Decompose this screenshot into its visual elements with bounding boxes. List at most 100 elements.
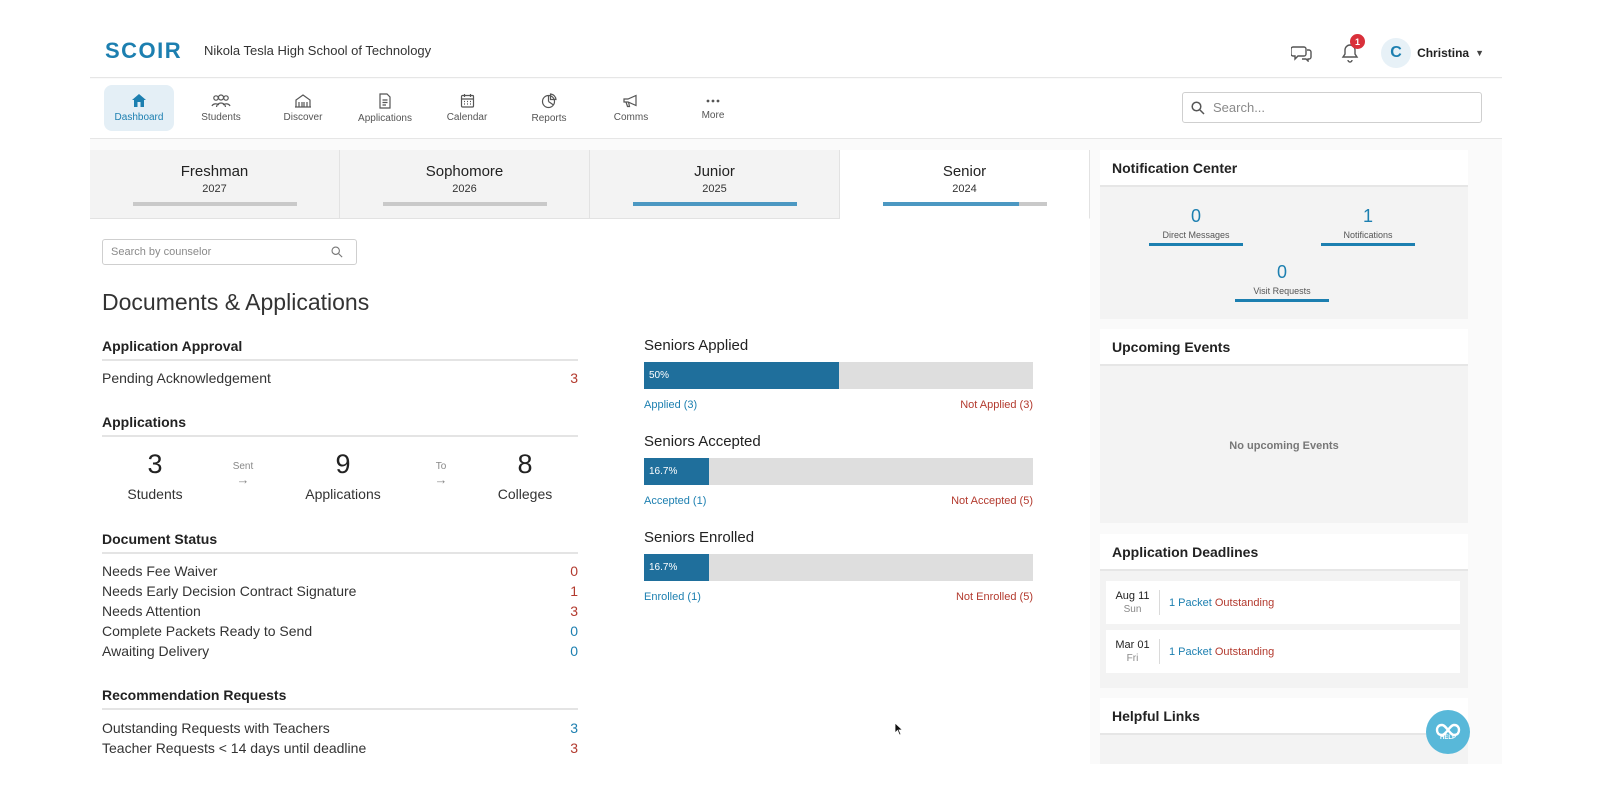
nav-item-label: Applications (358, 112, 412, 124)
direct-messages-stat[interactable]: 0 Direct Messages (1149, 206, 1243, 246)
tab-junior[interactable]: Junior 2025 (590, 150, 840, 219)
stat-label: Visit Requests (1253, 286, 1311, 296)
seniors-accepted-title: Seniors Accepted (644, 433, 761, 450)
tab-freshman[interactable]: Freshman 2027 (90, 150, 340, 219)
notification-center-heading: Notification Center (1100, 150, 1468, 187)
nav-item-label: Students (201, 111, 241, 123)
list-item[interactable]: Needs Fee Waiver 0 (102, 563, 578, 583)
app-frame: SCOIR Nikola Tesla High School of Techno… (90, 28, 1502, 764)
list-item[interactable]: Complete Packets Ready to Send 0 (102, 623, 578, 643)
list-item[interactable]: Pending Acknowledgement 3 (102, 370, 578, 390)
document-icon (379, 92, 391, 109)
user-name[interactable]: Christina (1417, 46, 1470, 60)
accepted-link[interactable]: Accepted (1) (644, 495, 707, 507)
arrow-label: Sent (232, 461, 254, 472)
nav-item-students[interactable]: Students (186, 85, 256, 131)
deadline-item[interactable]: Aug 11 Sun 1 Packet Outstanding (1106, 581, 1460, 624)
row-label: Needs Attention (102, 603, 201, 619)
tab-name: Senior (942, 163, 987, 180)
tab-progress-fill (633, 202, 797, 206)
nav-item-label: Reports (531, 112, 567, 124)
packet-count-link[interactable]: 1 Packet (1169, 596, 1212, 609)
row-value: 0 (570, 563, 578, 579)
tab-progress-bar (133, 202, 297, 206)
arrow-label: To (435, 461, 447, 472)
chevron-down-icon[interactable]: ▼ (1475, 48, 1484, 58)
notifications-stat[interactable]: 1 Notifications (1321, 206, 1415, 246)
tab-senior[interactable]: Senior 2024 (840, 150, 1090, 219)
search-input[interactable] (1213, 100, 1453, 115)
list-item[interactable]: Needs Attention 3 (102, 603, 578, 623)
tab-name: Sophomore (425, 163, 504, 180)
nav-item-label: More (701, 109, 725, 121)
help-button[interactable]: HELP (1426, 710, 1470, 754)
nav-item-calendar[interactable]: Calendar (432, 85, 502, 131)
packet-status: Outstanding (1214, 645, 1275, 658)
deadline-item[interactable]: Mar 01 Fri 1 Packet Outstanding (1106, 630, 1460, 673)
nav-item-applications[interactable]: Applications (350, 85, 420, 131)
row-label: Complete Packets Ready to Send (102, 623, 313, 639)
seniors-accepted-bar[interactable]: 16.7% (644, 458, 1033, 485)
deadline-weekday: Sun (1123, 604, 1142, 615)
row-label: Teacher Requests < 14 days until deadlin… (102, 740, 367, 756)
stat-underline (1321, 243, 1415, 246)
seniors-applied-title: Seniors Applied (644, 337, 749, 354)
counselor-search-input[interactable] (111, 246, 331, 258)
nav-item-label: Dashboard (114, 112, 164, 123)
nav-item-label: Discover (283, 112, 323, 123)
enrolled-link[interactable]: Enrolled (1) (644, 591, 701, 603)
nav-item-reports[interactable]: Reports (514, 85, 584, 131)
scoir-logo[interactable]: SCOIR (105, 38, 183, 63)
deadline-day: Aug 11 (1115, 590, 1150, 602)
row-value: 0 (570, 623, 578, 639)
nav-item-discover[interactable]: Discover (268, 85, 338, 131)
row-value: 0 (570, 643, 578, 659)
packet-count-link[interactable]: 1 Packet (1169, 645, 1212, 658)
nav-bar: Dashboard Students Discover Applications… (90, 79, 1502, 139)
list-item[interactable]: Teacher Requests < 14 days until deadlin… (102, 740, 578, 760)
tab-name: Junior (694, 163, 735, 180)
application-deadlines-heading: Application Deadlines (1100, 534, 1468, 571)
arrow-right-icon: → (434, 472, 448, 487)
list-item[interactable]: Needs Early Decision Contract Signature … (102, 583, 578, 603)
visit-requests-stat[interactable]: 0 Visit Requests (1235, 262, 1329, 302)
stat-label: Students (127, 486, 183, 502)
seniors-enrolled-bar[interactable]: 16.7% (644, 554, 1033, 581)
nav-item-more[interactable]: More (678, 85, 748, 131)
list-item[interactable]: Awaiting Delivery 0 (102, 643, 578, 663)
nav-item-comms[interactable]: Comms (596, 85, 666, 131)
deadline-text: 1 Packet Outstanding (1169, 646, 1274, 658)
not-applied-link[interactable]: Not Applied (3) (960, 399, 1033, 411)
seniors-applied-legend: Applied (3) Not Applied (3) (644, 399, 1033, 411)
row-value: 3 (570, 720, 578, 736)
nav-item-label: Calendar (446, 112, 488, 123)
stat-number: 3 (147, 449, 163, 479)
row-label: Awaiting Delivery (102, 643, 210, 659)
row-label: Needs Early Decision Contract Signature (102, 583, 357, 599)
global-search[interactable] (1182, 92, 1482, 123)
applications-stat[interactable]: 9 Applications (293, 449, 393, 502)
tab-sophomore[interactable]: Sophomore 2026 (340, 150, 590, 219)
recommendation-requests-heading: Recommendation Requests (102, 687, 578, 710)
seniors-enrolled-fill: 16.7% (644, 554, 709, 581)
avatar[interactable]: C (1381, 38, 1412, 68)
students-stat[interactable]: 3 Students (115, 449, 195, 502)
not-accepted-link[interactable]: Not Accepted (5) (951, 495, 1033, 507)
seniors-accepted-legend: Accepted (1) Not Accepted (5) (644, 495, 1033, 507)
list-item[interactable]: Outstanding Requests with Teachers 3 (102, 720, 578, 740)
stat-label: Colleges (497, 486, 553, 502)
megaphone-icon (623, 94, 637, 107)
nav-item-dashboard[interactable]: Dashboard (104, 85, 174, 131)
applied-link[interactable]: Applied (3) (644, 399, 698, 411)
counselor-search[interactable] (102, 239, 357, 265)
not-enrolled-link[interactable]: Not Enrolled (5) (955, 591, 1033, 603)
bell-icon[interactable]: 1 (1333, 34, 1367, 69)
row-label: Pending Acknowledgement (102, 370, 271, 386)
row-value: 3 (570, 370, 578, 386)
stat-number: 0 (1190, 206, 1201, 226)
messages-icon[interactable] (1285, 37, 1319, 69)
seniors-applied-bar[interactable]: 50% (644, 362, 1033, 389)
stat-underline (1149, 243, 1243, 246)
empty-events-text: No upcoming Events (1229, 440, 1339, 452)
colleges-stat[interactable]: 8 Colleges (485, 449, 565, 502)
